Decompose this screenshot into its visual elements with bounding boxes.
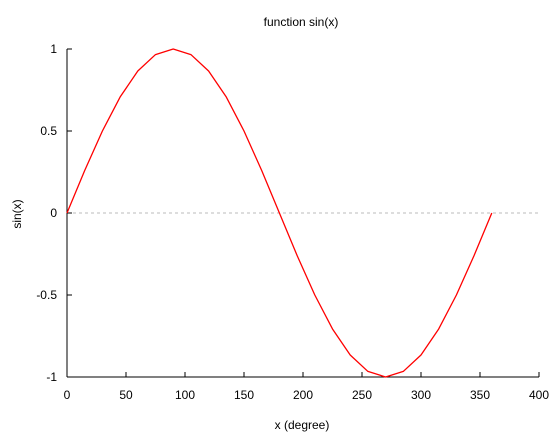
x-tick-label: 50: [119, 388, 133, 402]
x-tick-label: 250: [352, 388, 372, 402]
chart-title: function sin(x): [264, 15, 339, 29]
x-axis-title: x (degree): [275, 418, 330, 432]
x-tick-label: 400: [529, 388, 549, 402]
x-tick-label: 0: [64, 388, 71, 402]
series-layer: [66, 48, 493, 378]
x-tick-label: 350: [470, 388, 490, 402]
y-axis-ticks: 1 0.5 0 -0.5 -1: [36, 42, 72, 384]
x-tick-label: 100: [175, 388, 195, 402]
x-axis-ticks: 0 50 100 150 200 250 300 350 400: [64, 372, 549, 402]
y-tick-label: -0.5: [36, 288, 57, 302]
x-tick-label: 200: [293, 388, 313, 402]
y-tick-label: 0: [50, 206, 57, 220]
x-tick-label: 300: [411, 388, 431, 402]
y-axis-title: sin(x): [10, 199, 24, 228]
series-line: [66, 48, 493, 378]
y-tick-label: -1: [46, 370, 57, 384]
y-tick-label: 1: [50, 42, 57, 56]
x-tick-label: 150: [234, 388, 254, 402]
y-tick-label: 0.5: [40, 124, 57, 138]
